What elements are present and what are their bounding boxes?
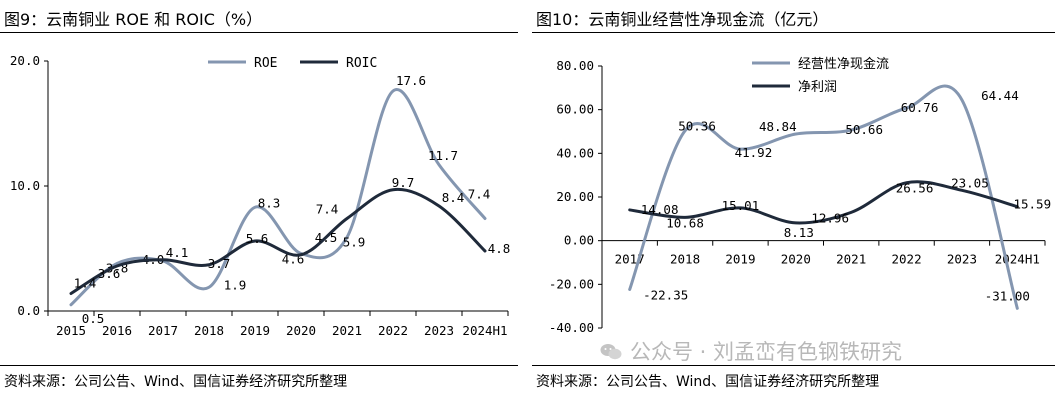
y-tick-label: 0.0 (17, 303, 40, 318)
data-label: -31.00 (985, 288, 1030, 303)
data-label: 64.44 (981, 88, 1019, 103)
data-label: 5.6 (246, 231, 269, 246)
data-label: 8.3 (258, 195, 281, 210)
chart-title-roe-roic: 图9：云南铜业 ROE 和 ROIC（%） (4, 10, 263, 29)
data-label: 23.05 (951, 175, 989, 190)
y-tick-label: 80.00 (556, 58, 594, 73)
top-rule (0, 32, 518, 33)
roe-roic-panel: 图9：云南铜业 ROE 和 ROIC（%） 0.0 10.0 20.0 2015 201… (0, 0, 518, 400)
x-tick-label: 2019 (240, 323, 270, 338)
y-tick-label: -20.00 (549, 276, 594, 291)
y-tick-label: 60.00 (556, 102, 594, 117)
y-tick-label: 10.0 (10, 178, 40, 193)
x-tick-label: 2024H1 (462, 323, 507, 338)
data-label: 60.76 (901, 100, 939, 115)
legend-label: 经营性净现金流 (798, 56, 889, 72)
source-note: 资料来源：公司公告、Wind、国信证券经济研究所整理 (536, 374, 880, 390)
x-tick-label: 2017 (148, 323, 178, 338)
data-label: 8.4 (442, 190, 465, 205)
data-label: 5.9 (343, 234, 366, 249)
y-tick-label: 40.00 (556, 145, 594, 160)
data-label: 15.01 (722, 198, 760, 213)
x-tick-label: 2018 (670, 252, 700, 267)
watermark-text: 公众号 · 刘孟峦有色钢铁研究 (630, 340, 903, 364)
wechat-icon (600, 344, 622, 360)
data-label: 1.9 (224, 277, 247, 292)
x-tick-label: 2023 (424, 323, 454, 338)
data-label: -22.35 (643, 287, 688, 302)
data-label: 10.68 (666, 215, 704, 230)
x-tick-label: 2023 (947, 252, 977, 267)
y-tick-label: -40.00 (549, 320, 594, 335)
y-tick-label: 20.0 (10, 53, 40, 68)
series-line-净利润 (628, 180, 1019, 225)
x-tick-label: 2015 (56, 323, 86, 338)
data-label: 7.4 (316, 202, 339, 217)
data-label: 12.96 (811, 210, 849, 225)
data-label: 3.6 (98, 266, 121, 281)
data-label: 9.7 (392, 175, 415, 190)
bottom-rule (0, 365, 518, 366)
legend-label: ROE (254, 56, 277, 71)
cashflow-chart: -40.00-20.000.0020.0040.0060.0080.002017… (549, 56, 1051, 335)
x-tick-label: 2020 (286, 323, 316, 338)
bottom-rule (532, 365, 1055, 366)
series-line-ROIC (69, 187, 487, 295)
data-label: 50.66 (845, 122, 883, 137)
series-line-经营性净现金流 (628, 84, 1019, 310)
x-tick-label: 2019 (725, 252, 755, 267)
y-tick-label: 0.00 (564, 233, 594, 248)
data-label: 14.08 (641, 202, 679, 217)
data-label: 7.4 (468, 187, 491, 202)
data-label: 15.59 (1013, 197, 1051, 212)
data-label: 50.36 (678, 119, 716, 134)
data-label: 48.84 (759, 119, 797, 134)
x-tick-label: 2022 (892, 252, 922, 267)
roe-roic-chart: 0.0 10.0 20.0 2015 2016 2017 2018 2019 2020 2021 2… (10, 53, 511, 338)
x-tick-label: 2021 (332, 323, 362, 338)
data-label: 4.1 (166, 245, 189, 260)
data-label: 17.6 (396, 73, 426, 88)
data-label: 4.5 (315, 230, 338, 245)
legend-label: ROIC (346, 56, 377, 71)
data-label: 41.92 (735, 145, 773, 160)
y-tick-label: 20.00 (556, 189, 594, 204)
data-label: 8.13 (784, 225, 814, 240)
data-label: 26.56 (896, 181, 934, 196)
x-tick-label: 2021 (836, 252, 866, 267)
x-tick-label: 2016 (102, 323, 132, 338)
legend-label: 净利润 (798, 80, 837, 95)
data-label: 3.7 (208, 256, 231, 271)
watermark: 公众号 · 刘孟峦有色钢铁研究 (600, 336, 902, 366)
x-tick-label: 2022 (378, 323, 408, 338)
x-tick-label: 2018 (194, 323, 224, 338)
top-rule (532, 32, 1055, 33)
data-label: 4.8 (488, 241, 511, 256)
x-tick-label: 2020 (781, 252, 811, 267)
data-label: 11.7 (428, 148, 458, 163)
chart-title-cashflow: 图10：云南铜业经营性净现金流（亿元） (536, 10, 829, 29)
data-label: 0.5 (82, 311, 105, 326)
cashflow-panel: 图10：云南铜业经营性净现金流（亿元） -40.00 -20.00 0.00 20.0… (532, 0, 1055, 400)
data-label: 1.4 (74, 276, 97, 291)
source-note: 资料来源：公司公告、Wind、国信证券经济研究所整理 (4, 374, 348, 390)
x-tick-label: 2024H1 (995, 252, 1040, 267)
